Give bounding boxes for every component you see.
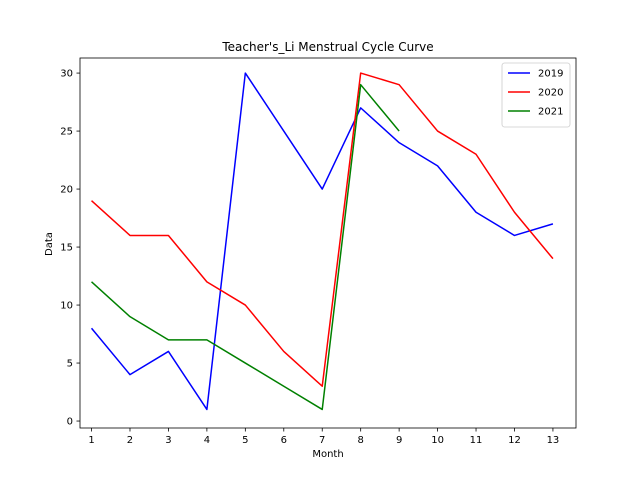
y-tick-label: 20 [60,185,73,196]
x-tick-label: 2 [127,435,133,446]
x-tick-label: 1 [88,435,94,446]
y-axis-label: Data [44,232,55,256]
x-tick-label: 10 [431,435,444,446]
y-tick-label: 25 [60,127,73,138]
x-tick-label: 13 [547,435,560,446]
series-layer [90,72,554,411]
y-tick-label: 15 [60,243,73,254]
y-tick-label: 0 [67,417,73,428]
x-tick-label: 9 [396,435,402,446]
x-tick-label: 8 [357,435,363,446]
legend-label-2020: 2020 [538,88,563,99]
legend: 2019 2020 2021 [501,62,571,128]
x-axis-label: Month [312,449,343,460]
series-line-2021 [91,83,400,411]
chart-title: Teacher's_Li Menstrual Cycle Curve [221,40,433,54]
x-tick-label: 3 [165,435,171,446]
series-line-2019 [90,72,554,411]
x-tick-label: 7 [319,435,325,446]
y-tick-label: 5 [67,359,73,370]
x-tick-label: 11 [470,435,483,446]
legend-label-2019: 2019 [538,69,563,80]
x-tick-label: 12 [508,435,521,446]
legend-label-2021: 2021 [538,107,563,118]
x-tick-label: 5 [242,435,248,446]
y-tick-label: 10 [60,301,73,312]
x-tick-label: 4 [204,435,210,446]
plot-frame [79,57,577,429]
series-line-2020 [91,72,554,387]
x-tick-label: 6 [281,435,287,446]
y-tick-label: 30 [60,69,73,80]
